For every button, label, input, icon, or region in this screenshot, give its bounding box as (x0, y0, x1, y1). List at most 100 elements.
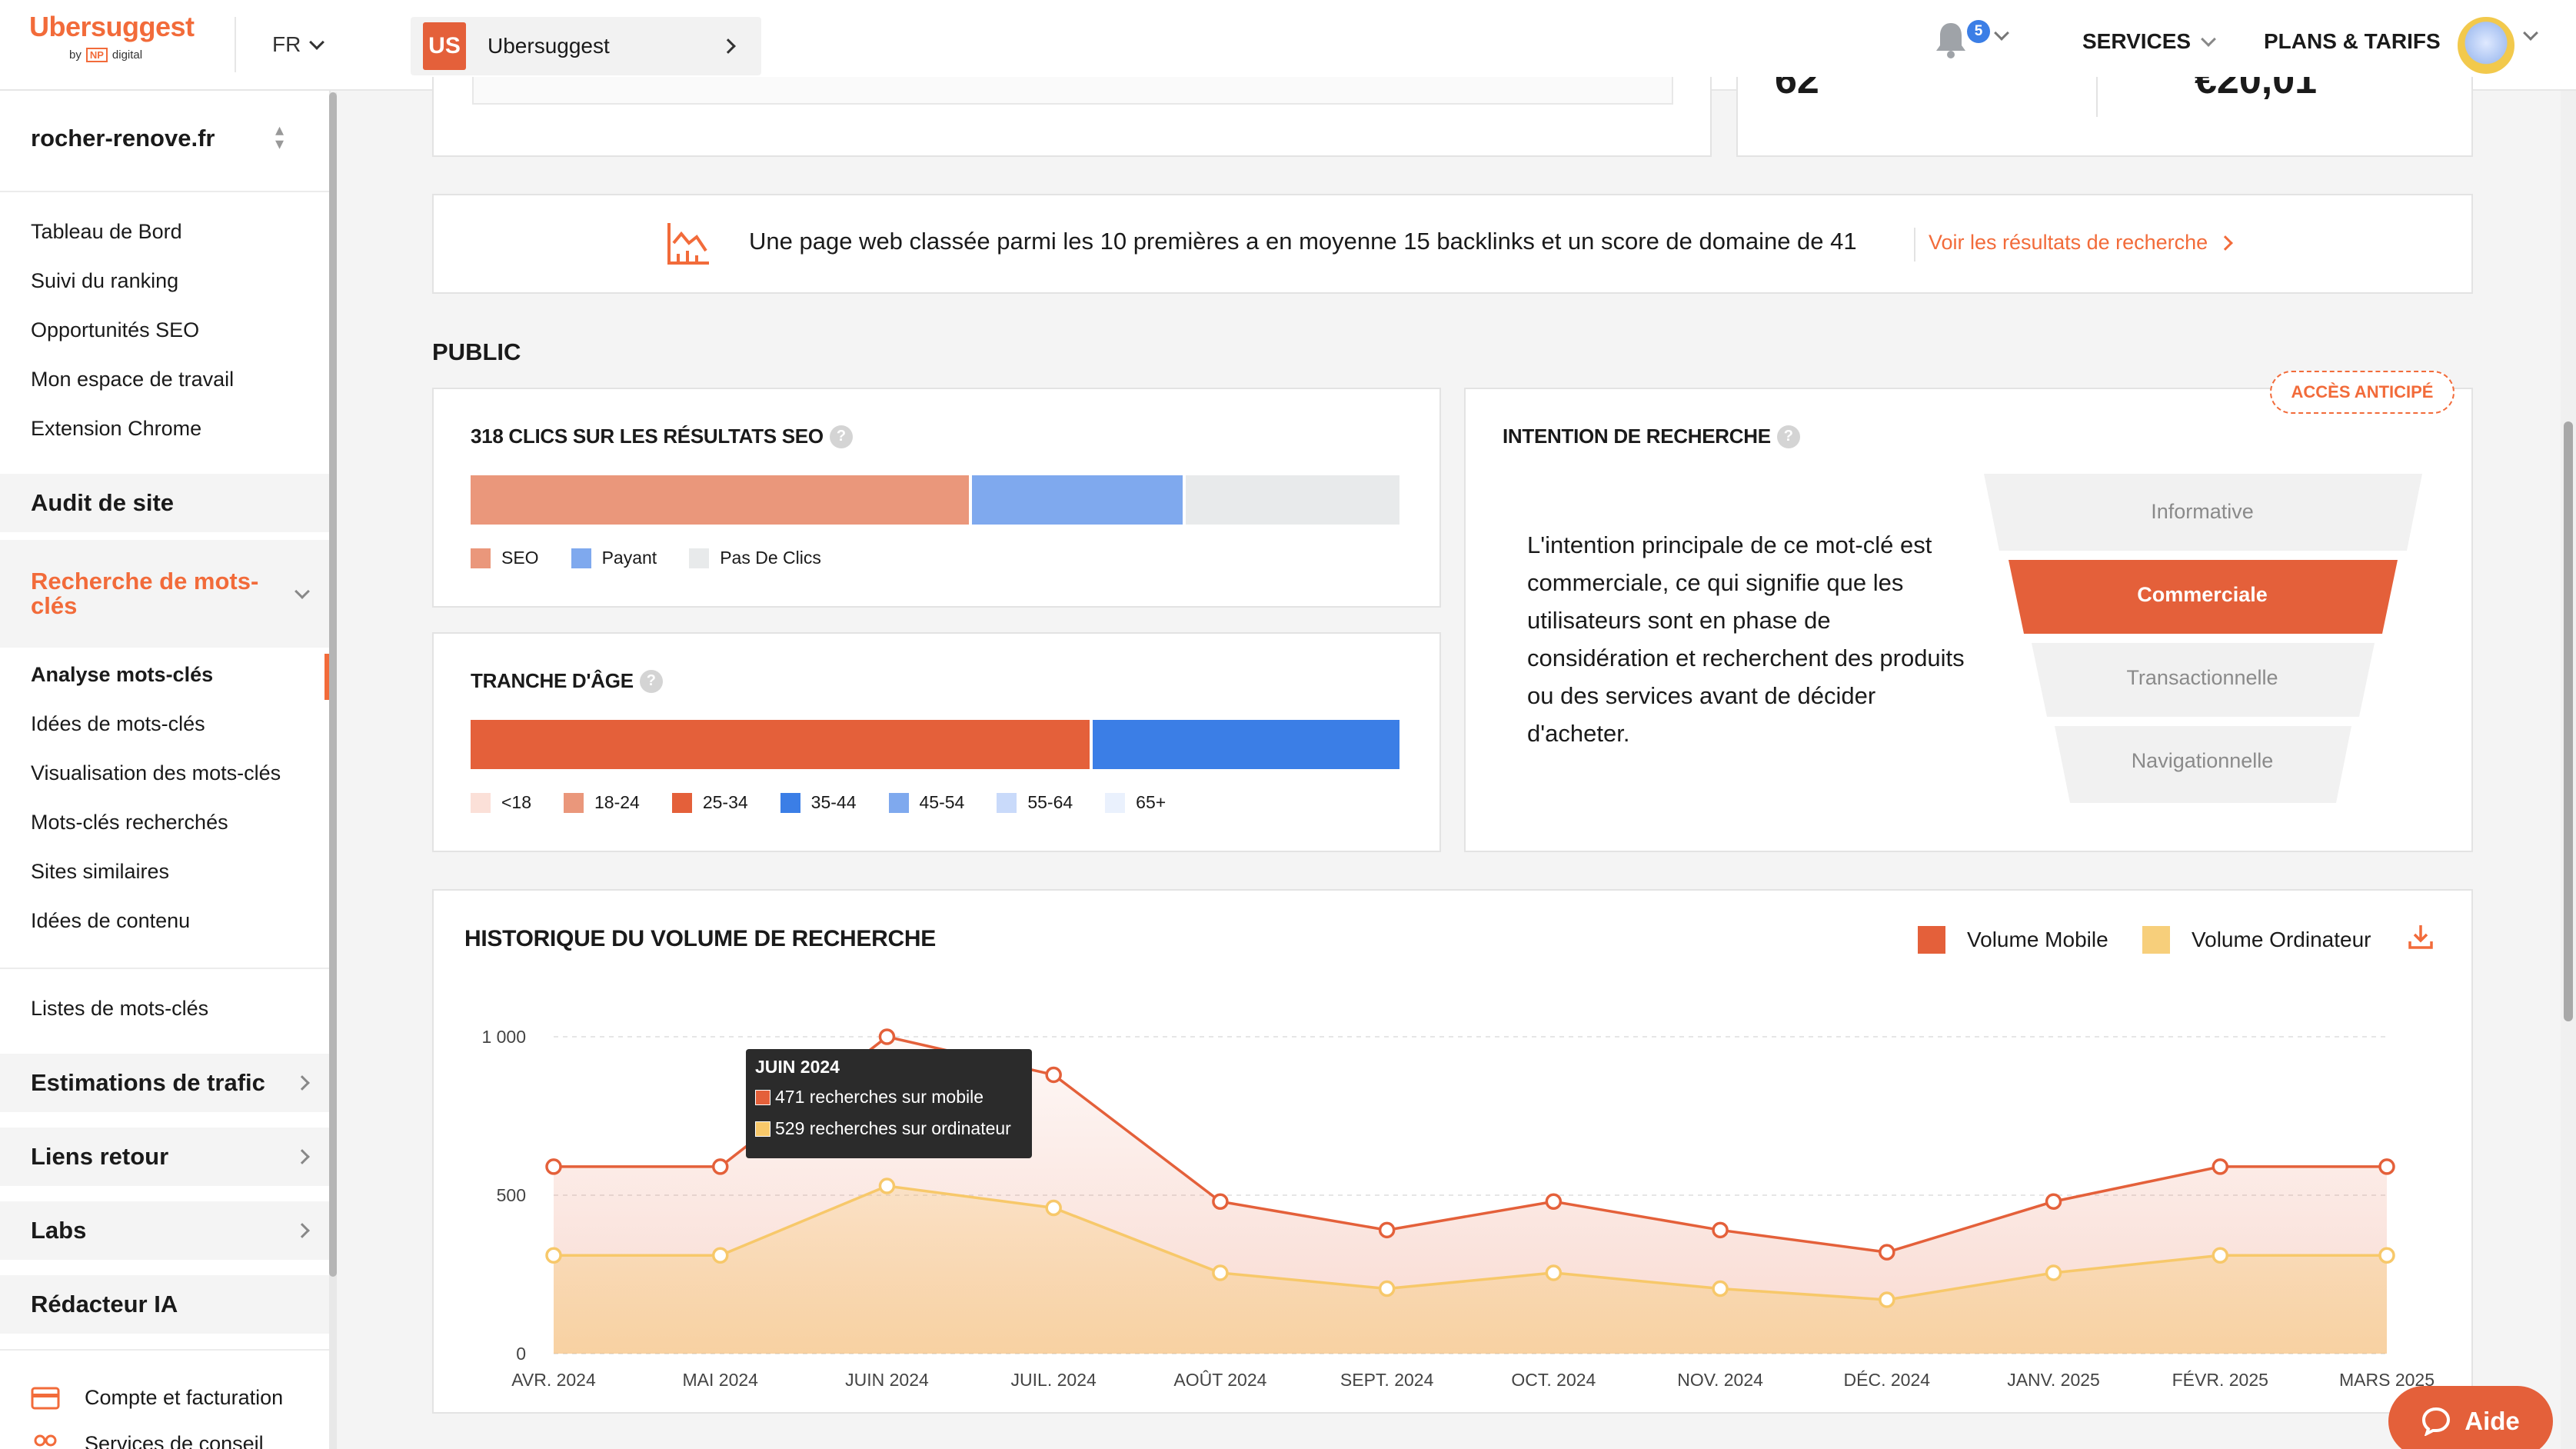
data-point[interactable] (1712, 1221, 1729, 1239)
legend-mobile: Volume Mobile (1918, 926, 2108, 954)
sidebar-item-keyword-analysis[interactable]: Analyse mots-clés (31, 663, 214, 686)
data-point[interactable] (545, 1247, 562, 1264)
sidebar-item-keyword-research[interactable]: Recherche de mots-clés (0, 540, 331, 648)
legend-label: 65+ (1136, 792, 1167, 812)
sidebar-item-ai-writer[interactable]: Rédacteur IA (0, 1275, 331, 1334)
search-volume-chart[interactable]: 0 500 1 000 AVR. 2024 MAI 2024 JUIN 2024 JUIL.… (432, 992, 2473, 1407)
sidebar-item-labs[interactable]: Labs (0, 1201, 331, 1260)
top-header: Ubersuggest by NP digital FR US Ubersugg… (0, 0, 2576, 91)
project-selector[interactable]: US Ubersuggest (411, 17, 761, 75)
chevron-right-icon (295, 1075, 310, 1091)
age-bar-segment[interactable] (1093, 720, 1399, 769)
sidebar-scrollbar[interactable] (329, 92, 337, 1449)
sidebar-item-chrome-extension[interactable]: Extension Chrome (31, 417, 202, 440)
data-point[interactable] (878, 1028, 896, 1045)
sidebar-item-backlinks[interactable]: Liens retour (0, 1128, 331, 1186)
data-point[interactable] (1378, 1280, 1396, 1297)
age-legend-item: 55-64 (997, 792, 1073, 813)
funnel-level-commercial (2009, 560, 2398, 634)
chevron-down-icon[interactable] (2523, 25, 2538, 41)
sidebar-item-keyword-ideas[interactable]: Idées de mots-clés (31, 712, 205, 735)
site-name[interactable]: rocher-renove.fr (31, 125, 215, 152)
x-tick-label: AVR. 2024 (511, 1370, 596, 1390)
scrollbar-thumb[interactable] (2564, 421, 2573, 1021)
data-point[interactable] (711, 1247, 729, 1264)
sidebar-item-consulting[interactable]: Services de conseil (31, 1432, 264, 1449)
chevron-right-icon (295, 1149, 310, 1164)
funnel-level-transactional (2032, 643, 2375, 717)
help-chat-button[interactable]: Aide (2388, 1386, 2553, 1449)
ubersuggest-logo[interactable]: Ubersuggest by NP digital (29, 11, 195, 62)
sidebar-item-content-ideas[interactable]: Idées de contenu (31, 909, 191, 932)
divider (1914, 228, 1915, 261)
data-point[interactable] (2378, 1158, 2395, 1175)
chevron-down-icon[interactable] (1994, 25, 2009, 41)
sidebar-item-site-audit[interactable]: Audit de site (0, 474, 331, 532)
notifications-button[interactable]: 5 (1933, 20, 1995, 74)
sidebar-item-workspace[interactable]: Mon espace de travail (31, 368, 235, 391)
link-label: Voir les résultats de recherche (1929, 231, 2208, 254)
sidebar-item-label: Audit de site (31, 489, 175, 516)
clicks-bar-segment[interactable] (972, 475, 1186, 525)
data-point[interactable] (2212, 1247, 2229, 1264)
sidebar-item-label: Recherche de mots-clés (31, 568, 259, 619)
metric-value-right: €20,01 (2195, 77, 2318, 102)
y-tick-label: 500 (497, 1185, 526, 1205)
legend-swatch (471, 548, 491, 568)
data-point[interactable] (1712, 1280, 1729, 1297)
age-legend-item: 45-54 (888, 792, 965, 813)
data-point[interactable] (2045, 1264, 2062, 1281)
data-point[interactable] (1879, 1244, 1895, 1261)
data-point[interactable] (1378, 1221, 1396, 1239)
age-bar-segment[interactable] (471, 720, 1093, 769)
help-icon[interactable]: ? (639, 669, 663, 693)
np-digital-logo: NP (85, 48, 108, 62)
data-point[interactable] (2212, 1158, 2229, 1175)
help-icon[interactable]: ? (829, 425, 853, 448)
data-point[interactable] (1045, 1066, 1062, 1084)
plans-menu[interactable]: PLANS & TARIFS (2264, 29, 2441, 53)
x-tick-label: MAI 2024 (683, 1370, 759, 1390)
view-search-results-link[interactable]: Voir les résultats de recherche (1929, 231, 2234, 255)
age-legend-item: 18-24 (564, 792, 640, 813)
legend-swatch (888, 792, 909, 813)
data-point[interactable] (545, 1158, 562, 1175)
site-switch-icon[interactable]: ▴ ▾ (275, 120, 285, 153)
sidebar-item-keyword-visualization[interactable]: Visualisation des mots-clés (31, 761, 281, 784)
sidebar-item-keyword-lists[interactable]: Listes de mots-clés (31, 997, 209, 1020)
data-point[interactable] (878, 1178, 896, 1194)
sidebar-item-traffic-estimates[interactable]: Estimations de trafic (0, 1054, 331, 1112)
data-point[interactable] (1545, 1264, 1563, 1281)
sidebar-item-label: Labs (31, 1217, 87, 1244)
download-icon[interactable] (2407, 923, 2435, 951)
sidebar-item-similar-sites[interactable]: Sites similaires (31, 860, 170, 883)
data-point[interactable] (711, 1158, 729, 1175)
avatar[interactable] (2458, 17, 2514, 74)
data-point[interactable] (1212, 1193, 1229, 1210)
data-point[interactable] (2378, 1247, 2395, 1264)
sidebar-item-account-billing[interactable]: Compte et facturation (31, 1386, 283, 1410)
sidebar-item-rank-tracking[interactable]: Suivi du ranking (31, 269, 179, 292)
country-badge: US (423, 22, 466, 70)
scrollbar-thumb[interactable] (329, 92, 337, 1277)
services-menu[interactable]: SERVICES (2082, 29, 2216, 54)
sidebar-item-seo-opportunities[interactable]: Opportunités SEO (31, 318, 200, 341)
sidebar-item-searched-keywords[interactable]: Mots-clés recherchés (31, 811, 228, 834)
funnel-label-informative: Informative (2151, 500, 2254, 523)
legend-label: 45-54 (919, 792, 965, 812)
data-point[interactable] (1545, 1193, 1563, 1210)
legend-label: Volume Mobile (1967, 928, 2108, 951)
clicks-bar-segment[interactable] (1186, 475, 1399, 525)
legend-label: Payant (601, 548, 657, 568)
legend-label: 18-24 (594, 792, 640, 812)
people-icon (34, 1434, 57, 1446)
data-point[interactable] (1212, 1264, 1229, 1281)
clicks-bar-segment[interactable] (471, 475, 973, 525)
data-point[interactable] (1879, 1291, 1895, 1308)
data-point[interactable] (2045, 1193, 2062, 1210)
main-scrollbar[interactable] (2561, 91, 2576, 1449)
sidebar-item-dashboard[interactable]: Tableau de Bord (31, 220, 182, 243)
language-selector[interactable]: FR (272, 32, 325, 57)
help-icon[interactable]: ? (1776, 425, 1800, 448)
data-point[interactable] (1045, 1199, 1062, 1217)
